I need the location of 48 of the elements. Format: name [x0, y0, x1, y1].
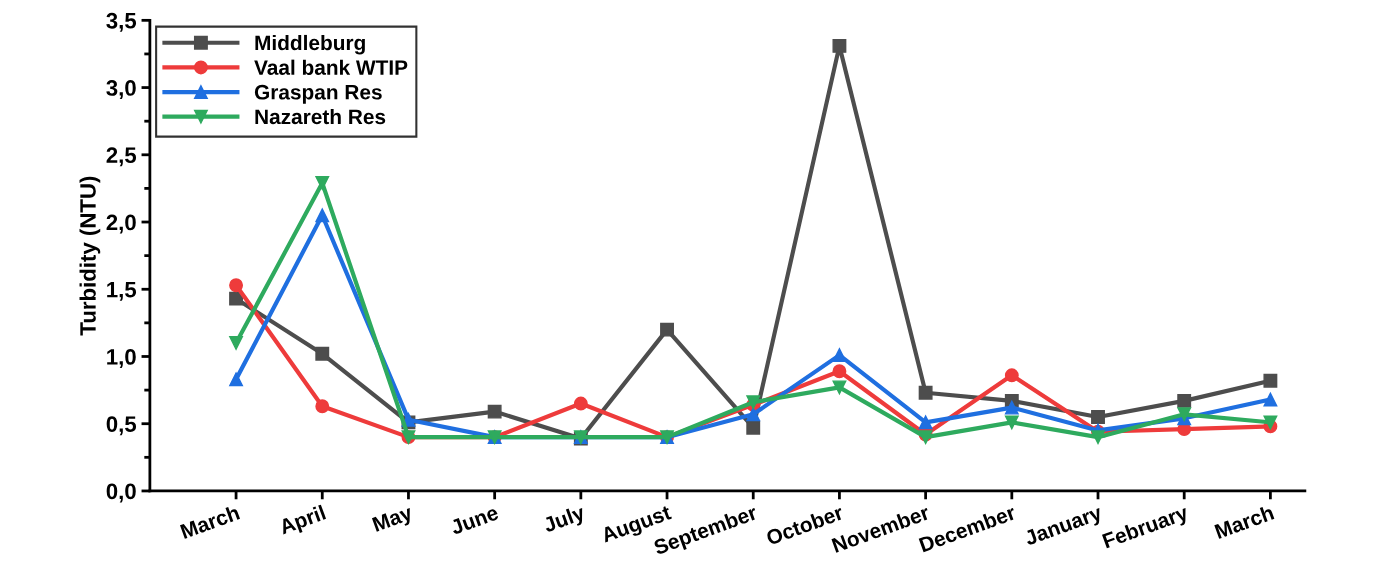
- point: [487, 404, 502, 419]
- point: [315, 208, 330, 223]
- point: [229, 336, 244, 350]
- x-tick-label: June: [449, 505, 500, 536]
- legend-label: Graspan Res: [254, 84, 382, 104]
- point: [832, 38, 847, 53]
- point: [1177, 407, 1192, 422]
- legend-label: Vaal bank WTIP: [254, 59, 408, 75]
- point: [229, 278, 244, 293]
- point: [1004, 415, 1019, 430]
- y-tick-label: 2,5: [106, 147, 137, 167]
- y-tick-label: 3,5: [106, 12, 137, 32]
- x-tick-label: March: [1214, 504, 1275, 540]
- point: [832, 348, 847, 363]
- point: [315, 176, 330, 190]
- point: [832, 364, 847, 379]
- point: [1263, 415, 1278, 430]
- point: [229, 372, 244, 387]
- point: [832, 380, 847, 395]
- y-tick-label: 1,0: [107, 349, 136, 368]
- point: [1091, 430, 1105, 445]
- point: [918, 385, 933, 400]
- point: [660, 322, 674, 337]
- y-tick-label: 1,5: [107, 282, 137, 301]
- y-tick-label: 3,0: [106, 80, 136, 100]
- point: [315, 346, 330, 361]
- legend-label: Middleburg: [255, 34, 365, 55]
- x-tick-label: July: [541, 504, 588, 537]
- point: [1091, 410, 1105, 424]
- point: [1004, 368, 1019, 383]
- point: [918, 415, 933, 430]
- point: [1004, 400, 1019, 415]
- x-tick-label: April: [278, 504, 328, 539]
- point: [746, 420, 761, 435]
- point: [746, 407, 761, 422]
- point: [573, 396, 588, 411]
- point: [315, 399, 330, 414]
- y-axis-title: Turbidity (NTU): [79, 176, 101, 336]
- legend-label: Nazareth Res: [255, 108, 386, 125]
- point: [229, 291, 244, 306]
- x-tick-label: March: [179, 504, 241, 540]
- y-tick-label: 0,5: [106, 416, 137, 436]
- y-tick-label: 2,0: [106, 214, 136, 234]
- point: [1177, 393, 1192, 408]
- y-tick-label: 0,0: [106, 483, 136, 503]
- point: [1263, 373, 1278, 388]
- point: [1263, 392, 1278, 407]
- x-tick-label: May: [371, 504, 415, 536]
